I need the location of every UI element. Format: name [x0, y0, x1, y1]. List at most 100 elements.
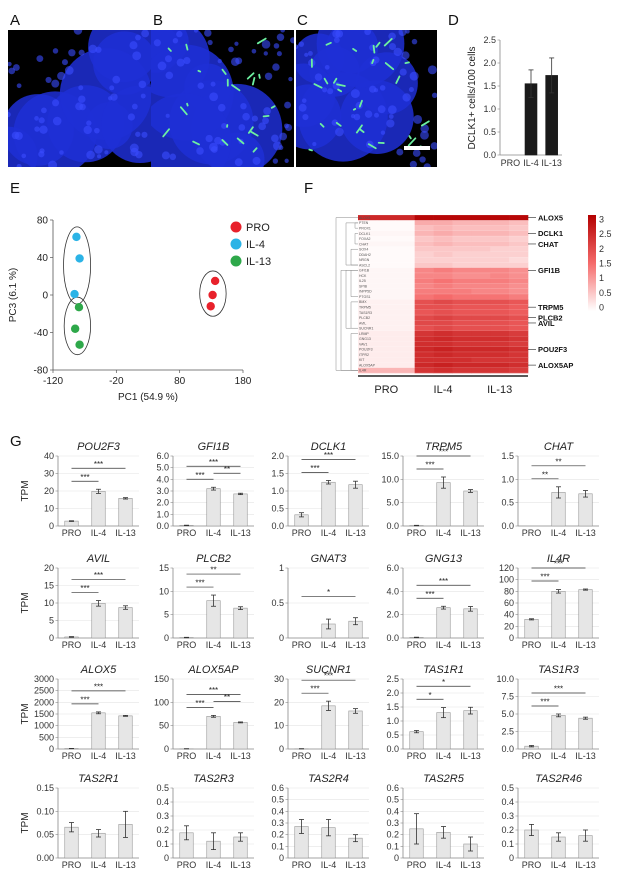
dclk1-positive-cell [367, 143, 377, 150]
nucleus [413, 114, 423, 124]
x-tick-label: IL-13 [541, 158, 562, 168]
heatmap-cell [414, 283, 434, 290]
tpm-panel-tas2r1: TAS2R1 0.00 0.05 0.10 0.15 PRO IL-4 IL-13 TPM [20, 773, 139, 870]
heatmap-cell [490, 283, 510, 290]
nucleus [411, 38, 418, 45]
bar-chart-gng13: 0.0 2.0 4.0 6.0 PRO IL-4 IL-13 *** *** [386, 563, 484, 650]
significance-label: *** [80, 473, 89, 482]
bar-il-13 [348, 710, 363, 750]
heatmap-cell [490, 220, 510, 226]
heatmap-cell [452, 278, 472, 284]
nucleus [298, 103, 307, 112]
heatmap-cell [471, 288, 491, 295]
color-scale-tick: 2.5 [599, 229, 612, 239]
nucleus [12, 64, 20, 71]
y-tick-label: 1.5 [386, 702, 399, 712]
gene-highlight-label: GFI1B [538, 266, 561, 275]
x-tick-label: IL-13 [115, 751, 136, 761]
nucleus [312, 142, 317, 147]
bar-chart-tas2r1: 0.00 0.05 0.10 0.15 PRO IL-4 IL-13 [36, 783, 139, 870]
dclk1-positive-cell [231, 84, 241, 92]
tpm-panel-title: GNAT3 [311, 553, 348, 565]
y-tick-label: 0.5 [271, 795, 284, 805]
heatmap-cell [358, 351, 378, 358]
tpm-panel-title: TAS2R1 [78, 773, 119, 785]
y-tick-label: 0 [509, 853, 514, 863]
heatmap-row-label: LRMP [359, 332, 369, 336]
heatmap-cell [358, 294, 378, 300]
y-tick-label: 0.4 [271, 806, 284, 816]
heatmap-cell [433, 325, 453, 332]
heatmap-cell [452, 241, 472, 247]
nucleus [165, 71, 174, 80]
heatmap-cell [376, 304, 397, 311]
heatmap-group-label: PRO [374, 384, 398, 396]
heatmap-cell [509, 230, 529, 237]
gene-highlight-label: ALOX5 [538, 213, 563, 222]
bar-chart-avil: 0 5 10 15 20 PRO IL-4 IL-13 *** *** [44, 563, 139, 650]
nucleus [135, 131, 141, 137]
dclk1-positive-cell [372, 44, 376, 54]
nucleus [332, 81, 341, 90]
heatmap-cell [358, 346, 378, 353]
y-tick-label: 0 [279, 853, 284, 863]
heatmap-cell [471, 330, 491, 337]
x-tick-label: PRO [177, 860, 197, 870]
heatmap-cell [358, 257, 378, 263]
heatmap-cell [358, 236, 378, 242]
y-tick-label: 0 [509, 633, 514, 643]
color-scale-tick: 0.5 [599, 288, 612, 298]
nucleus [34, 116, 39, 121]
nucleus [210, 81, 216, 87]
y-tick-label: 0.5 [483, 127, 496, 137]
heatmap-cell [414, 236, 434, 242]
significance-label: *** [195, 579, 204, 588]
heatmap-cell [490, 278, 510, 284]
heatmap-cell [376, 230, 397, 237]
pca-point-pro [208, 290, 217, 300]
nucleus [157, 61, 167, 71]
nucleus [369, 85, 377, 93]
heatmap-cell [509, 215, 529, 221]
x-tick-label: IL-4 [321, 751, 337, 761]
micrograph-il-4 [151, 30, 294, 167]
bar-il-4 [206, 716, 221, 750]
x-tick-label: IL-13 [345, 528, 366, 538]
nucleus [165, 113, 170, 118]
heatmap-cell [509, 309, 529, 316]
nucleus [57, 71, 66, 81]
gene-highlight-label: ALOX5AP [538, 361, 573, 370]
x-tick-label: PRO [62, 860, 82, 870]
heatmap-cell [452, 351, 472, 358]
heatmap-cell [471, 325, 491, 332]
heatmap-cell [452, 309, 472, 316]
heatmap-cell [509, 315, 529, 321]
heatmap-cell [509, 236, 529, 242]
chart-d-ylabel: DCLK1+ cells/100 cells [467, 46, 478, 149]
x-tick-label: IL-13 [115, 528, 136, 538]
heatmap-cell [376, 272, 397, 279]
dclk1-positive-cell [249, 130, 259, 137]
heatmap-cell [490, 362, 510, 369]
heatmap-cell [358, 320, 378, 326]
heatmap-cell [414, 362, 434, 369]
heatmap-cell [433, 246, 453, 253]
heatmap-cell [414, 336, 434, 342]
panel-letter-g: G [10, 433, 22, 450]
bar-il-13 [118, 498, 133, 527]
y-tick-label: 0.05 [36, 830, 54, 840]
heatmap-row-label: IL25 [359, 279, 366, 283]
x-tick-label: PRO [501, 158, 521, 168]
gene-highlight-label: CHAT [538, 240, 559, 249]
x-tick-label: IL-4 [321, 640, 337, 650]
bar-chart-trpm5: 0.0 5.0 10.0 15.0 PRO IL-4 IL-13 *** *** [381, 448, 484, 538]
x-tick-label: IL-4 [91, 640, 107, 650]
dclk1-positive-cell [236, 137, 245, 145]
heatmap-cell [358, 325, 378, 332]
y-tick-label: 80 [504, 586, 514, 596]
heatmap-cell [490, 299, 510, 305]
tpm-panel-tas2r5: TAS2R5 0 0.10.2 0.3 0.40.5 0.6 PRO IL-4 IL-13 [386, 773, 484, 870]
bar-chart-gnat3: 0 0.5 1 PRO IL-4 IL-13 * [271, 563, 369, 650]
